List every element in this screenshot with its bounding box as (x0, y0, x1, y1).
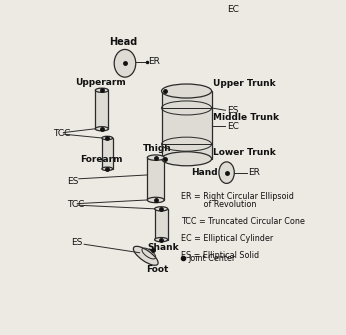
Ellipse shape (102, 167, 113, 171)
Text: EC: EC (227, 122, 239, 131)
Text: Thigh: Thigh (143, 144, 172, 153)
Text: ER = Right Circular Ellipsoid: ER = Right Circular Ellipsoid (181, 192, 294, 201)
Text: Joint Center: Joint Center (189, 254, 236, 263)
Ellipse shape (95, 88, 108, 92)
Bar (155, 209, 168, 240)
Text: ES: ES (67, 177, 79, 186)
Ellipse shape (147, 155, 164, 160)
Text: Middle Trunk: Middle Trunk (213, 113, 279, 122)
Text: Foot: Foot (146, 265, 169, 274)
Bar (147, 158, 164, 200)
Text: ER: ER (248, 168, 260, 177)
Ellipse shape (155, 207, 168, 211)
Ellipse shape (162, 84, 212, 98)
Text: Head: Head (109, 37, 138, 47)
Text: ER: ER (148, 57, 160, 66)
Ellipse shape (155, 238, 168, 242)
Text: EC = Elliptical Cylinder: EC = Elliptical Cylinder (181, 234, 273, 243)
Bar (162, 91, 212, 159)
Text: TCC: TCC (53, 129, 71, 138)
Text: Forearm: Forearm (80, 155, 123, 164)
Text: ES: ES (227, 106, 238, 115)
Text: of Revolution: of Revolution (181, 200, 256, 209)
Text: EC: EC (227, 4, 239, 13)
Ellipse shape (95, 127, 108, 131)
Ellipse shape (147, 197, 164, 203)
Text: Upperarm: Upperarm (75, 78, 126, 87)
Ellipse shape (114, 50, 136, 77)
Ellipse shape (102, 136, 113, 140)
Bar (95, 90, 108, 129)
Text: Lower Trunk: Lower Trunk (213, 148, 276, 157)
Ellipse shape (162, 152, 212, 166)
Text: TCC = Truncated Circular Cone: TCC = Truncated Circular Cone (181, 217, 305, 226)
Text: Hand: Hand (191, 168, 217, 177)
Text: TCC: TCC (67, 200, 84, 209)
Ellipse shape (133, 246, 158, 265)
Text: ES = Elliptical Solid: ES = Elliptical Solid (181, 251, 259, 260)
Ellipse shape (219, 162, 234, 184)
Text: Upper Trunk: Upper Trunk (213, 79, 276, 88)
Text: ES: ES (71, 238, 82, 247)
Bar (102, 138, 113, 169)
Text: Shank: Shank (147, 243, 179, 252)
